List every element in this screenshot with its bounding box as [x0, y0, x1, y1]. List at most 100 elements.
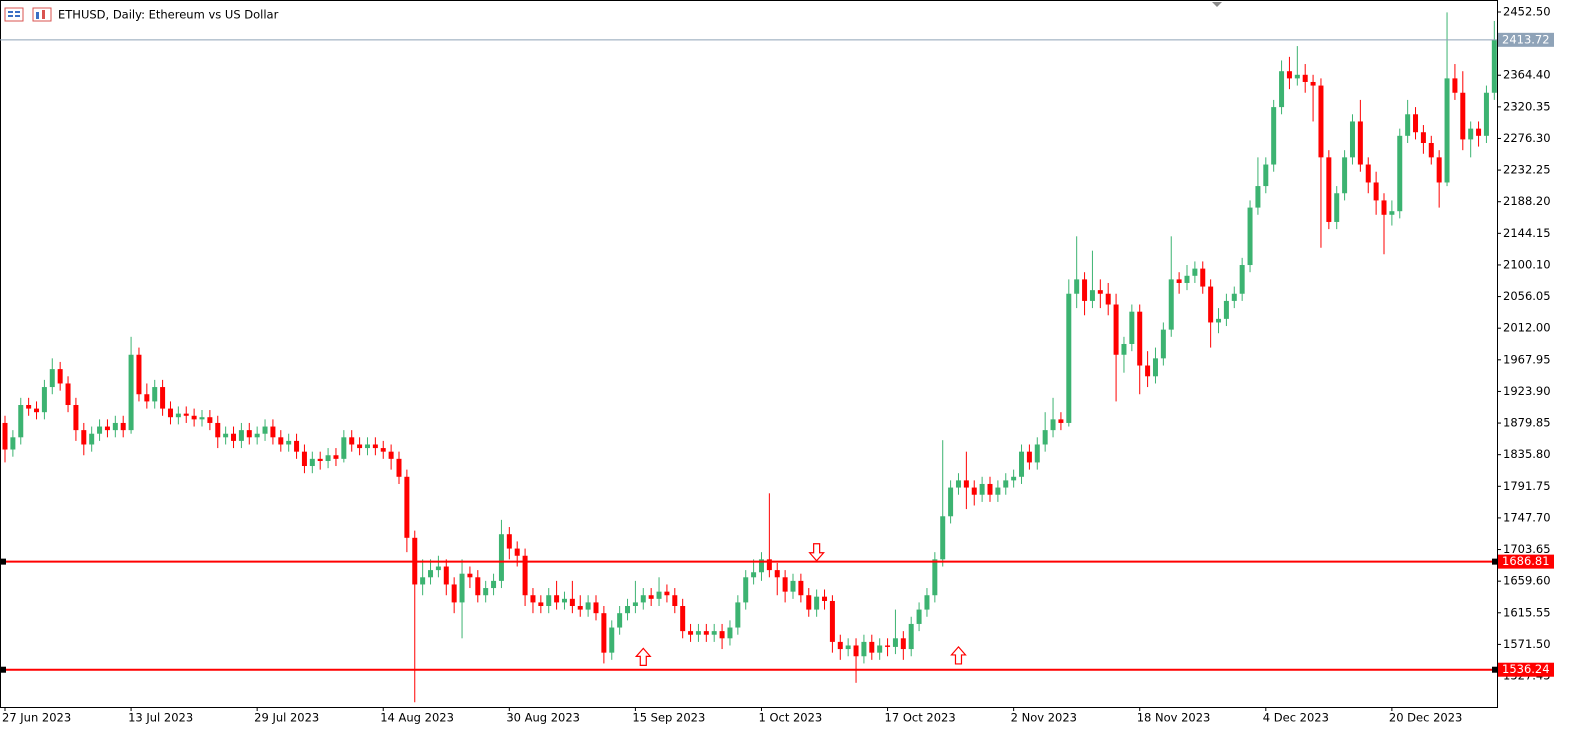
y-tick-label: 2364.40: [1503, 68, 1551, 82]
candle-body: [751, 572, 757, 578]
signal-arrow: [950, 646, 967, 665]
candle-body: [695, 631, 701, 635]
candle-body: [128, 354, 134, 431]
candle-body: [491, 580, 497, 589]
candle-body: [1074, 279, 1080, 294]
candle-body: [2, 422, 8, 450]
candle-body: [467, 573, 473, 578]
candle-body: [364, 444, 370, 449]
candle-body: [262, 426, 268, 434]
y-tick-label: 1835.80: [1503, 447, 1551, 461]
signal-arrow: [808, 543, 825, 562]
candle-body: [34, 408, 40, 413]
toolbar-icons[interactable]: [4, 7, 52, 22]
candle-body: [1208, 286, 1214, 323]
candle-body: [892, 638, 898, 647]
candle-body: [522, 555, 528, 596]
icon-detail: [15, 15, 20, 17]
candle-body: [743, 577, 749, 603]
candle-body: [1460, 92, 1466, 140]
candle-body: [1405, 114, 1411, 136]
candle-body: [443, 566, 449, 585]
y-tick-label: 2452.50: [1503, 4, 1551, 18]
candle-body: [1082, 279, 1088, 301]
candle-body: [1137, 311, 1143, 366]
candle-body: [1223, 300, 1229, 319]
candle-body: [1428, 142, 1434, 158]
candle-body: [120, 422, 126, 431]
candle-body: [814, 596, 820, 610]
candle-body: [1113, 304, 1119, 355]
candle-body: [475, 577, 481, 596]
candle-body: [735, 602, 741, 628]
y-tick-label: 1659.60: [1503, 574, 1551, 588]
x-tick-label: 27 Jun 2023: [2, 711, 71, 725]
x-tick-label: 17 Oct 2023: [885, 711, 956, 725]
candle-body: [325, 455, 331, 461]
candle-body: [1397, 135, 1403, 212]
candle-body: [853, 645, 859, 657]
candle-body: [577, 606, 583, 610]
candle-body: [822, 596, 828, 601]
candle-body: [136, 354, 142, 395]
candle-body: [207, 417, 213, 423]
candle-body: [758, 559, 764, 573]
candle-body: [1200, 268, 1206, 287]
y-tick-label: 2144.15: [1503, 226, 1551, 240]
shift-marker: [1212, 2, 1222, 7]
candle-body: [191, 415, 197, 420]
candle-body: [680, 606, 686, 632]
candle-body: [1279, 71, 1285, 108]
x-tick-label: 1 Oct 2023: [758, 711, 822, 725]
candle-body: [1216, 318, 1222, 323]
candle-body: [498, 534, 504, 581]
y-tick-label: 2100.10: [1503, 257, 1551, 271]
candle-body: [357, 444, 363, 449]
candle-body: [65, 383, 71, 406]
y-tick-label: 2320.35: [1503, 99, 1551, 113]
candle-body: [396, 458, 402, 477]
candle-body: [246, 430, 252, 438]
candle-body: [546, 595, 552, 606]
candle-body: [1420, 132, 1426, 143]
candle-body: [41, 387, 47, 413]
candle-body: [1255, 186, 1261, 208]
candle-body: [1365, 164, 1371, 183]
candle-body: [428, 570, 434, 578]
candle-body: [1381, 200, 1387, 215]
candle-body: [1342, 157, 1348, 194]
candle-body: [940, 516, 946, 560]
candle-body: [451, 584, 457, 603]
candle-body: [1168, 279, 1174, 330]
candle-body: [1318, 85, 1324, 158]
candle-body: [183, 413, 189, 416]
candle-body: [1286, 71, 1292, 79]
x-tick-label: 30 Aug 2023: [506, 711, 580, 725]
candle-body: [593, 602, 599, 614]
level-handle: [1492, 666, 1498, 673]
candle-body: [1349, 121, 1355, 158]
candle-body: [18, 405, 24, 438]
candle-body: [861, 641, 867, 657]
icon-detail: [15, 11, 20, 13]
candle-body: [26, 405, 32, 409]
icon-list[interactable]: [4, 7, 24, 22]
candle-body: [459, 573, 465, 603]
candle-body: [625, 606, 631, 614]
candle-body: [632, 602, 638, 606]
candle-body: [1310, 81, 1316, 86]
candle-body: [774, 570, 780, 578]
candle-body: [877, 645, 883, 653]
y-tick-label: 1615.55: [1503, 605, 1551, 619]
candle-body: [829, 600, 835, 642]
candle-body: [1491, 39, 1497, 93]
candle-body: [1105, 293, 1111, 305]
candle-body: [908, 623, 914, 650]
candle-body: [1326, 157, 1332, 222]
x-tick-label: 20 Dec 2023: [1389, 711, 1462, 725]
level-label-box: [1498, 32, 1554, 47]
x-tick-label: 29 Jul 2023: [254, 711, 319, 725]
level-label: 1686.81: [1502, 554, 1550, 568]
x-tick-label: 2 Nov 2023: [1011, 711, 1077, 725]
